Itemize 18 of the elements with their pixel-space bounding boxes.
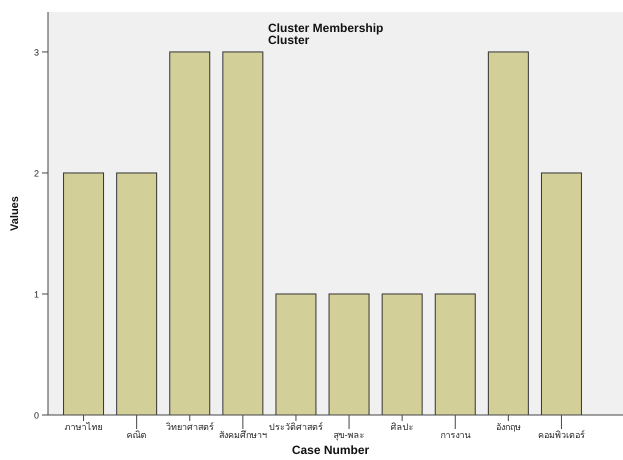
text: Cluster xyxy=(268,33,310,47)
y-axis-title: Values xyxy=(9,196,21,231)
x-tick-label: สุข-พละ xyxy=(334,430,365,441)
y-tick-label: 1 xyxy=(34,289,39,300)
text: Cluster Membership xyxy=(268,21,384,35)
x-tick-label: ศิลปะ xyxy=(390,422,414,432)
y-tick-label: 3 xyxy=(34,47,39,58)
x-tick-label: การงาน xyxy=(440,430,470,440)
x-tick-label: คอมพิวเตอร์ xyxy=(538,429,585,440)
y-tick-label: 2 xyxy=(34,168,39,178)
x-tick-label: อังกฤษ xyxy=(496,422,521,432)
x-tick-label: วิทยาศาสตร์ xyxy=(166,421,214,432)
x-tick-label: คณิต xyxy=(126,430,147,440)
x-axis-title: Case Number xyxy=(292,443,370,457)
x-tick-label: สังคมศึกษาฯ xyxy=(218,430,267,440)
x-tick-label: ภาษาไทย xyxy=(64,422,103,432)
y-tick-label: 0 xyxy=(34,410,39,420)
x-tick-label: ประวัติศาสตร์ xyxy=(268,421,323,432)
